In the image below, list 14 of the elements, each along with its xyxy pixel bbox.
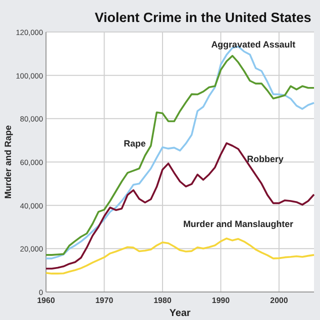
series-label: Aggravated Assault <box>211 40 296 50</box>
line-series <box>45 238 315 274</box>
x-tick-label: 1980 <box>154 296 172 305</box>
x-axis-title: Year <box>169 308 191 319</box>
x-tick-label: 1990 <box>212 296 230 305</box>
x-tick-label: 2000 <box>270 296 288 305</box>
chart-title: Violent Crime in the United States <box>94 10 312 25</box>
line-series <box>45 142 315 270</box>
y-axis-title: Murder and Rape <box>3 125 13 199</box>
series-label: Robbery <box>247 154 284 164</box>
x-tick-label: 1970 <box>95 296 114 305</box>
series-label: Rape <box>124 138 146 148</box>
x-tick-label: 1960 <box>37 296 56 305</box>
series-label: Murder and Manslaughter <box>183 219 294 229</box>
